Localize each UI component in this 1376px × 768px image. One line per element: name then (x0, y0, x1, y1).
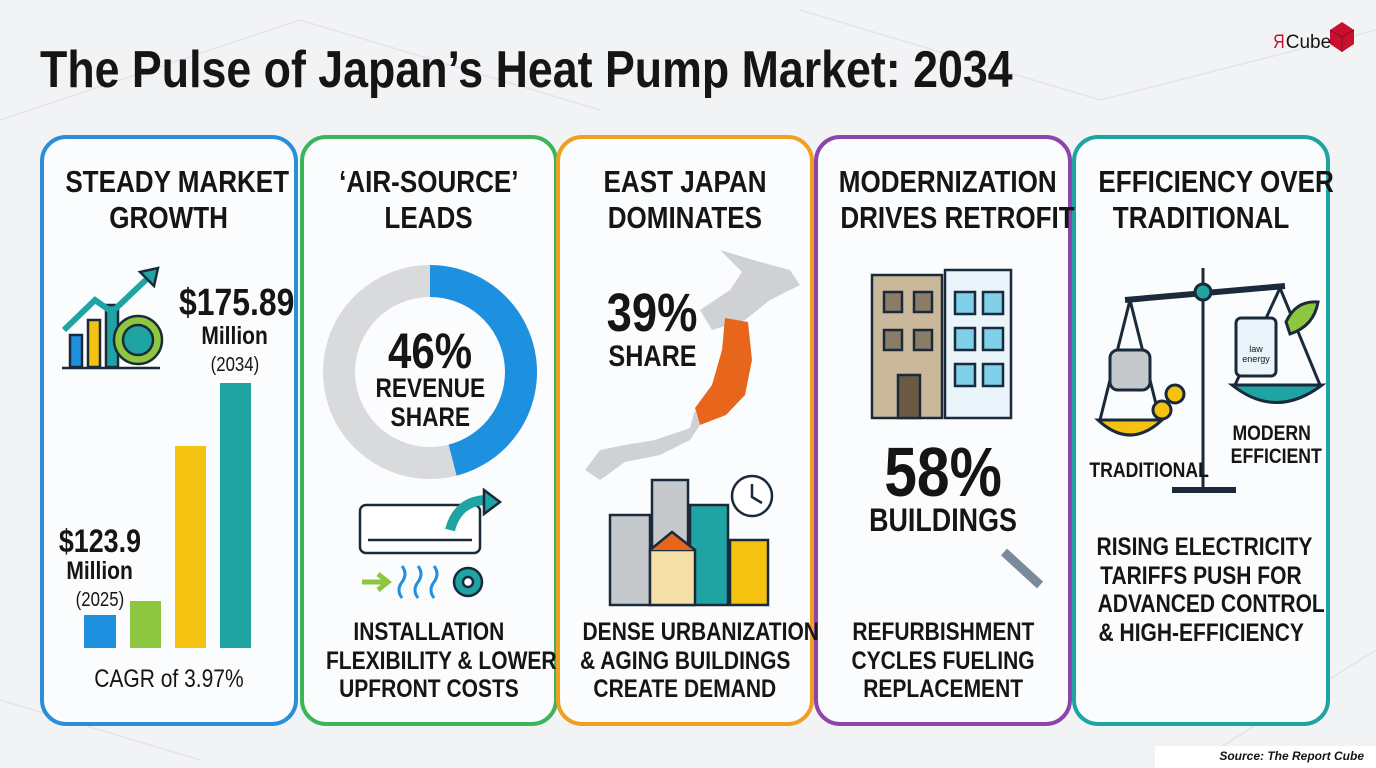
caption-line: REFURBISHMENT (851, 618, 1034, 646)
stat-label: BUILDINGS (848, 502, 1038, 539)
heading: EFFICIENCY OVER TRADITIONAL (1076, 164, 1333, 236)
source: Source: The Report Cube (1155, 746, 1376, 768)
stat-label-text: SHARE (608, 340, 697, 373)
end-value: $175.89 (168, 282, 296, 325)
panel-efficiency (1072, 135, 1330, 726)
device-text: law energy (1236, 344, 1276, 364)
heading: STEADY MARKET GROWTH (44, 164, 294, 236)
start-unit-text: Million (66, 557, 134, 585)
title: The Pulse of Japan’s Heat Pump Market: 2… (40, 38, 1150, 102)
caption-line: UPFRONT COSTS (339, 675, 519, 703)
right-label-line: EFFICIENT (1230, 445, 1322, 468)
right-label: MODERN EFFICIENT (1222, 422, 1322, 468)
caption-line: & HIGH-EFFICIENCY (1098, 618, 1304, 647)
caption: CAGR of 3.97% (44, 665, 294, 694)
logo-mark: Я (1273, 32, 1285, 53)
caption-line: CAGR of 3.97% (94, 665, 244, 693)
end-unit: Million (180, 322, 290, 351)
stat-text: 58% (884, 433, 1002, 511)
start-year: (2025) (50, 589, 150, 612)
caption-line: ADVANCED CONTROL (1097, 590, 1325, 618)
panel-growth (40, 135, 298, 726)
caption-line: DENSE URBANIZATION (582, 618, 819, 646)
heading-line: MODERNIZATION (838, 164, 1057, 199)
end-year-text: (2034) (210, 354, 260, 376)
caption-line: TARIFFS PUSH FOR (1100, 561, 1302, 590)
heading-line: DOMINATES (607, 200, 763, 235)
caption-line: INSTALLATION (353, 618, 505, 646)
stat-label: SHARE (590, 340, 715, 374)
start-unit: Million (50, 557, 150, 586)
caption-line: & AGING BUILDINGS (580, 646, 791, 675)
donut-label: REVENUE SHARE (360, 374, 500, 432)
caption: REFURBISHMENT CYCLES FUELING REPLACEMENT (818, 618, 1068, 704)
stat: 39% (590, 282, 715, 344)
heading-line: TRADITIONAL (1112, 200, 1290, 235)
heading-line: EAST JAPAN (603, 164, 767, 199)
heading-line: GROWTH (109, 200, 229, 235)
left-label: TRADITIONAL (1078, 459, 1209, 483)
caption-line: RISING ELECTRICITY (1096, 533, 1313, 561)
title-text: The Pulse of Japan’s Heat Pump Market: 2… (40, 41, 1013, 99)
donut-label-line: SHARE (390, 402, 470, 432)
donut-label-line: REVENUE (375, 373, 485, 403)
value-label-text: 46% (387, 323, 473, 379)
caption: DENSE URBANIZATION & AGING BUILDINGS CREAT… (560, 618, 819, 704)
heading-line: ‘AIR-SOURCE’ (339, 164, 519, 199)
heading: MODERNIZATION DRIVES RETROFIT (818, 164, 1075, 236)
heading-line: DRIVES RETROFIT (840, 200, 1075, 235)
heading-line: EFFICIENCY OVER (1098, 164, 1334, 199)
end-unit-text: Million (201, 322, 269, 350)
panel-retrofit (814, 135, 1072, 726)
end-value-text: $175.89 (178, 282, 295, 324)
stat: 58% (858, 432, 1028, 512)
heading: ‘AIR-SOURCE’ LEADS (304, 164, 554, 236)
caption: INSTALLATION FLEXIBILITY & LOWER UPFRONT C… (304, 618, 557, 704)
heading-line: STEADY MARKET (65, 164, 290, 199)
device-text-line: energy (1242, 354, 1270, 364)
value-label: 46% (360, 322, 500, 380)
donut-arc (429, 265, 537, 476)
device-text-line: law (1249, 344, 1263, 354)
source-text: Source: The Report Cube (1219, 749, 1364, 763)
stat-label-text: BUILDINGS (869, 502, 1017, 538)
stat-text: 39% (607, 283, 698, 343)
start-value-text: $123.9 (58, 523, 142, 559)
start-value: $123.9 (50, 523, 150, 560)
heading: EAST JAPAN DOMINATES (560, 164, 810, 236)
caption-line: FLEXIBILITY & LOWER (325, 646, 557, 675)
caption: RISING ELECTRICITY TARIFFS PUSH FOR ADVANC… (1076, 533, 1326, 647)
caption-line: CYCLES FUELING (851, 646, 1035, 675)
start-year-text: (2025) (75, 589, 125, 611)
logo-text: Cube (1285, 32, 1332, 53)
end-year: (2034) (190, 354, 280, 377)
right-label-line: MODERN (1232, 422, 1312, 445)
left-label-text: TRADITIONAL (1089, 459, 1209, 482)
heading-line: LEADS (384, 200, 474, 235)
caption-line: CREATE DEMAND (593, 675, 777, 703)
caption-line: REPLACEMENT (863, 675, 1023, 703)
logo: ЯCube (1272, 32, 1331, 54)
